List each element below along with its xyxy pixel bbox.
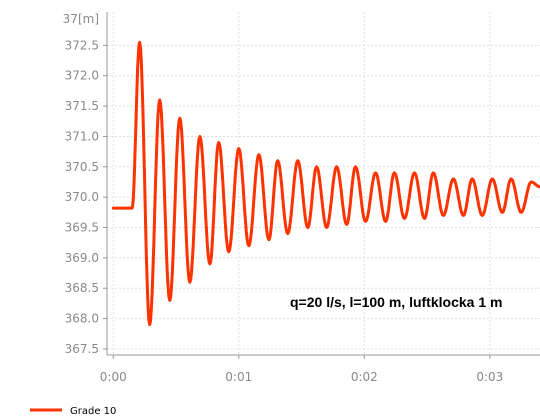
y-tick-label: 372.5 (65, 38, 99, 52)
y-tick-label: 370.0 (65, 190, 99, 204)
y-tick-label: 369.0 (65, 251, 99, 265)
legend-label: Grade 10 (70, 406, 116, 417)
x-tick-label: 0:00 (100, 370, 127, 384)
y-tick-label: 368.5 (65, 281, 99, 295)
y-tick-label: 370.5 (65, 160, 99, 174)
series-line-grade-10 (111, 40, 540, 327)
y-tick-label: 367.5 (65, 342, 99, 356)
series-layer (111, 40, 540, 327)
x-tick-label: 0:01 (225, 370, 252, 384)
grid (107, 12, 540, 355)
legend: Grade 10 (30, 406, 116, 417)
y-tick-label: 369.5 (65, 221, 99, 235)
x-tick-label: 0:03 (476, 370, 503, 384)
y-tick-label: 372.0 (65, 69, 99, 83)
y-tick-label: 371.5 (65, 99, 99, 113)
axes (103, 12, 540, 359)
chart-annotation: q=20 l/s, l=100 m, luftklocka 1 m (290, 294, 502, 310)
y-unit-label: 37[m] (63, 12, 99, 26)
y-tick-label: 368.0 (65, 312, 99, 326)
x-tick-label: 0:02 (351, 370, 378, 384)
tick-labels: 372.5 372.0 371.5 371.0 370.5 370.0 369.5 369.0… (63, 12, 504, 384)
y-tick-label: 371.0 (65, 129, 99, 143)
